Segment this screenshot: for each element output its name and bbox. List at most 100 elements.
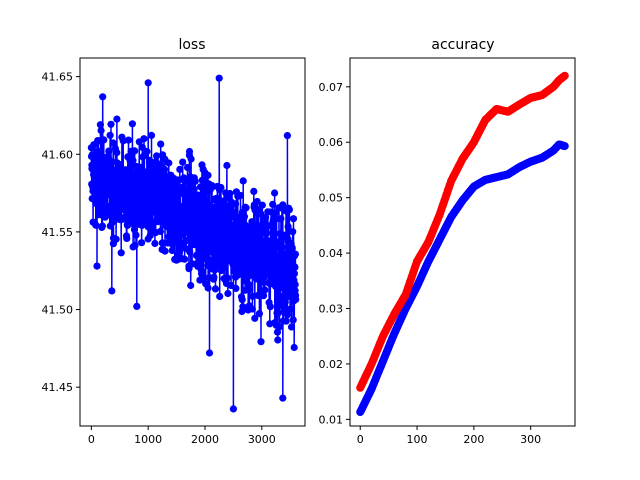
loss-point	[210, 273, 218, 281]
loss-point	[223, 161, 231, 170]
loss-x-ticks: 0 1000 2000 3000	[88, 426, 276, 446]
loss-point	[179, 158, 187, 166]
accuracy-blue-point	[560, 142, 569, 151]
loss-point	[211, 285, 220, 293]
loss-point	[269, 200, 277, 208]
y-tick-label: 0.05	[319, 192, 344, 205]
loss-point	[113, 115, 121, 123]
loss-point	[249, 292, 257, 300]
y-tick-label: 41.60	[42, 148, 74, 161]
loss-point	[183, 163, 192, 172]
loss-point	[129, 205, 137, 213]
loss-point	[286, 305, 294, 313]
loss-point	[161, 247, 169, 255]
loss-point	[276, 238, 284, 246]
loss-point	[223, 274, 231, 282]
loss-point	[160, 165, 169, 173]
loss-point	[165, 159, 173, 167]
loss-point	[143, 180, 151, 188]
loss-point	[226, 189, 234, 198]
loss-point	[112, 235, 120, 243]
y-tick-label: 0.04	[319, 247, 344, 260]
loss-y-ticks: 41.45 41.50 41.55 41.60 41.65	[42, 71, 80, 394]
x-tick-label: 1000	[134, 433, 162, 446]
x-tick-label: 200	[463, 433, 484, 446]
loss-point	[119, 137, 127, 145]
loss-point	[205, 349, 214, 357]
loss-point	[181, 255, 189, 263]
loss-axes-frame	[79, 57, 306, 427]
accuracy-title: accuracy	[431, 37, 494, 53]
loss-point	[279, 394, 287, 402]
loss-point	[97, 126, 105, 135]
loss-point	[98, 222, 106, 230]
loss-point	[93, 262, 101, 270]
loss-point	[290, 343, 298, 352]
loss-point	[204, 171, 212, 179]
y-tick-label: 41.50	[42, 304, 74, 317]
loss-point	[291, 250, 299, 258]
loss-point	[257, 338, 265, 346]
loss-point	[275, 323, 284, 331]
loss-point	[153, 152, 161, 160]
loss-point	[98, 194, 106, 202]
loss-point	[259, 292, 268, 300]
loss-point	[239, 177, 247, 185]
loss-point	[253, 197, 261, 206]
loss-point	[281, 298, 289, 306]
loss-point	[208, 182, 216, 190]
loss-point	[190, 185, 198, 193]
loss-point	[289, 215, 298, 223]
loss-point	[131, 241, 139, 250]
loss-point	[140, 135, 148, 143]
accuracy-panel: accuracy 0 100 200 300 0.01 0.02 0.03 0.04 0.05…	[319, 37, 576, 446]
loss-point	[289, 316, 297, 324]
x-tick-label: 0	[357, 433, 364, 446]
loss-point	[242, 204, 250, 212]
loss-point	[143, 147, 151, 156]
loss-point	[147, 131, 156, 139]
loss-point	[224, 289, 232, 298]
loss-title: loss	[178, 37, 205, 53]
loss-point	[194, 191, 202, 199]
loss-point	[128, 120, 136, 128]
loss-point	[236, 191, 245, 200]
x-tick-label: 2000	[191, 433, 219, 446]
loss-point	[157, 140, 165, 148]
loss-point	[109, 139, 117, 147]
loss-point	[105, 147, 113, 155]
loss-point	[256, 236, 264, 244]
y-tick-label: 0.07	[319, 81, 344, 94]
accuracy-axes-frame	[349, 57, 576, 427]
loss-point	[275, 309, 283, 317]
loss-point	[184, 187, 192, 195]
loss-point	[255, 310, 263, 318]
loss-point	[215, 74, 223, 82]
y-tick-label: 41.65	[42, 71, 74, 84]
y-tick-label: 41.45	[42, 381, 74, 394]
loss-point	[232, 284, 240, 292]
loss-point	[154, 200, 163, 208]
loss-point	[168, 246, 176, 255]
loss-point	[123, 234, 131, 242]
loss-point	[137, 163, 145, 171]
loss-point	[129, 156, 137, 164]
y-tick-label: 41.55	[42, 226, 74, 239]
loss-point	[195, 199, 203, 207]
loss-point	[108, 287, 116, 295]
loss-point	[277, 215, 285, 223]
loss-point	[96, 121, 104, 129]
loss-point	[185, 147, 194, 156]
loss-point	[131, 147, 139, 155]
loss-point	[138, 239, 146, 247]
loss-point	[258, 201, 266, 209]
loss-point	[283, 265, 291, 273]
loss-point	[271, 209, 279, 217]
loss-point	[291, 280, 299, 289]
loss-point	[266, 303, 274, 311]
loss-point	[282, 317, 290, 325]
loss-point	[251, 314, 259, 322]
loss-point	[191, 177, 199, 185]
loss-point	[262, 213, 270, 221]
